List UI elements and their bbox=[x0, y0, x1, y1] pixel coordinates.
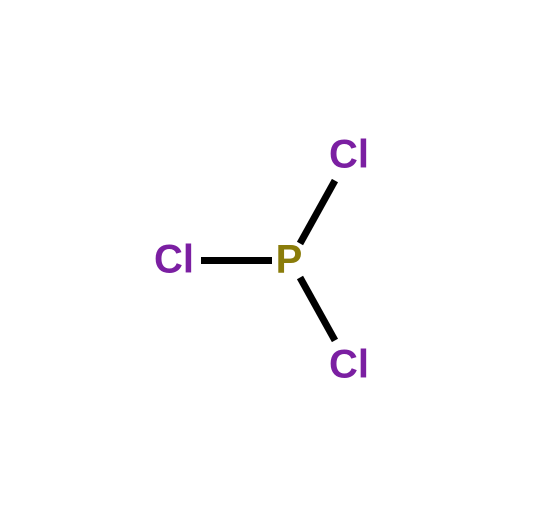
molecule-canvas: P Cl Cl Cl bbox=[0, 0, 547, 512]
bond-p-cl-upper bbox=[297, 178, 338, 244]
atom-chlorine-lower: Cl bbox=[329, 343, 369, 388]
bond-p-cl-left bbox=[201, 257, 272, 264]
atom-chlorine-upper: Cl bbox=[329, 133, 369, 178]
atom-chlorine-left: Cl bbox=[154, 238, 194, 283]
atom-phosphorus: P bbox=[276, 238, 303, 283]
bond-p-cl-lower bbox=[297, 275, 338, 341]
